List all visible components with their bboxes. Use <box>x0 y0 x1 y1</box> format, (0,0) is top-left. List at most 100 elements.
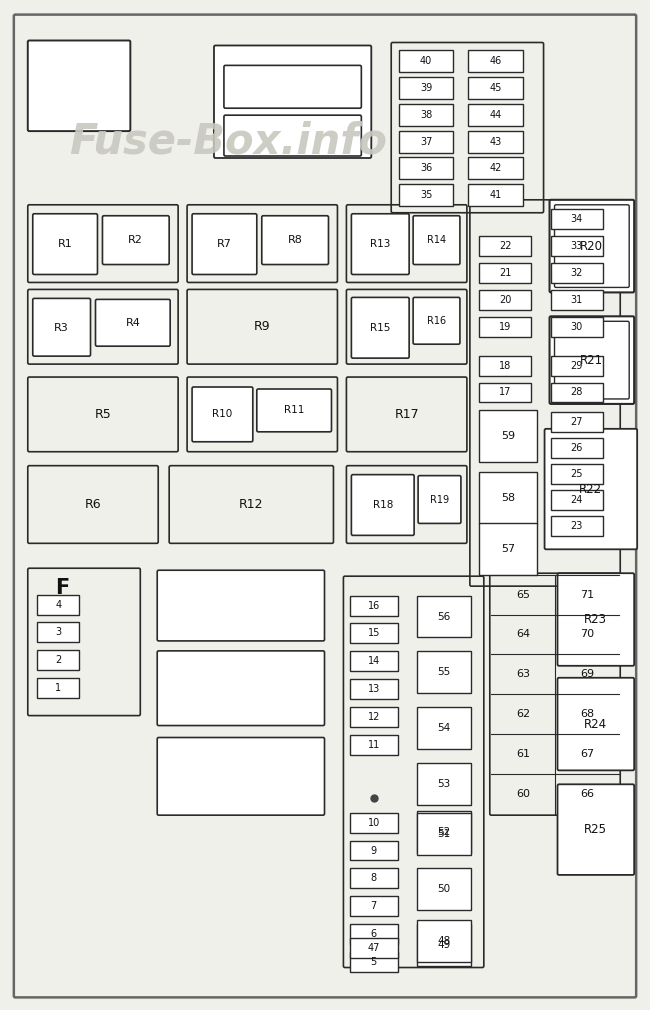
Text: R8: R8 <box>288 235 302 245</box>
Text: R7: R7 <box>217 239 232 249</box>
Text: 39: 39 <box>420 83 432 93</box>
Bar <box>479 290 531 310</box>
Text: 4: 4 <box>55 600 61 610</box>
FancyBboxPatch shape <box>32 214 98 275</box>
Bar <box>469 49 523 72</box>
Text: 34: 34 <box>571 214 583 224</box>
Bar <box>350 840 398 861</box>
Bar <box>398 158 454 180</box>
FancyBboxPatch shape <box>352 214 409 275</box>
Text: 25: 25 <box>571 469 583 479</box>
Text: 26: 26 <box>571 443 583 453</box>
Bar <box>350 651 398 672</box>
Text: 15: 15 <box>368 628 380 638</box>
Bar <box>479 236 531 257</box>
Text: 70: 70 <box>580 629 594 639</box>
Text: 29: 29 <box>571 361 583 371</box>
Text: R20: R20 <box>580 239 603 252</box>
Text: 38: 38 <box>420 110 432 119</box>
Text: 49: 49 <box>437 940 450 950</box>
Bar <box>350 813 398 832</box>
FancyBboxPatch shape <box>224 115 361 156</box>
Bar <box>551 236 603 257</box>
Bar <box>350 896 398 916</box>
Text: 71: 71 <box>580 590 594 600</box>
FancyBboxPatch shape <box>558 678 634 771</box>
Text: R15: R15 <box>370 323 390 332</box>
Bar <box>551 290 603 310</box>
Bar <box>417 651 471 693</box>
Text: 68: 68 <box>580 709 594 719</box>
Text: R4: R4 <box>125 318 140 328</box>
Bar <box>398 130 454 153</box>
Text: R22: R22 <box>579 483 603 496</box>
Bar <box>350 596 398 615</box>
Bar <box>551 465 603 484</box>
Text: F: F <box>55 578 70 598</box>
FancyBboxPatch shape <box>352 297 409 359</box>
Bar <box>398 185 454 206</box>
Text: 50: 50 <box>437 885 450 894</box>
Text: R3: R3 <box>54 323 68 332</box>
Bar <box>479 383 531 402</box>
Bar <box>417 869 471 910</box>
Bar <box>479 356 531 376</box>
Text: R25: R25 <box>584 823 607 836</box>
FancyBboxPatch shape <box>224 66 361 108</box>
Bar <box>469 158 523 180</box>
Text: 23: 23 <box>571 521 583 531</box>
Bar <box>350 869 398 889</box>
FancyBboxPatch shape <box>558 574 634 666</box>
Text: 63: 63 <box>516 670 530 680</box>
Text: R18: R18 <box>372 500 393 510</box>
Text: R10: R10 <box>213 409 233 419</box>
Text: 6: 6 <box>370 929 377 939</box>
Text: 45: 45 <box>489 83 502 93</box>
Bar <box>551 516 603 536</box>
FancyBboxPatch shape <box>28 40 131 131</box>
FancyBboxPatch shape <box>554 321 629 399</box>
Bar <box>551 490 603 510</box>
Text: 59: 59 <box>501 431 515 441</box>
Text: 18: 18 <box>499 361 512 371</box>
FancyBboxPatch shape <box>192 214 257 275</box>
Text: R6: R6 <box>84 499 101 511</box>
FancyBboxPatch shape <box>558 785 634 875</box>
Text: 41: 41 <box>489 190 502 200</box>
Text: R19: R19 <box>430 495 449 505</box>
Text: R24: R24 <box>584 717 607 730</box>
FancyBboxPatch shape <box>96 299 170 346</box>
Text: 46: 46 <box>489 56 502 66</box>
Text: 65: 65 <box>516 590 530 600</box>
Text: 52: 52 <box>437 826 450 836</box>
Text: 43: 43 <box>489 136 502 146</box>
Bar <box>551 438 603 459</box>
Text: 16: 16 <box>368 601 380 611</box>
Text: 24: 24 <box>571 495 583 505</box>
Bar <box>37 679 79 698</box>
Bar <box>398 77 454 99</box>
FancyBboxPatch shape <box>545 429 637 549</box>
FancyBboxPatch shape <box>262 216 328 265</box>
Text: 44: 44 <box>489 110 502 119</box>
Text: 30: 30 <box>571 322 583 331</box>
Bar <box>350 952 398 972</box>
Text: 32: 32 <box>571 268 583 278</box>
Text: 61: 61 <box>516 749 530 759</box>
Bar <box>398 104 454 125</box>
Text: R9: R9 <box>254 320 270 333</box>
Bar <box>350 707 398 727</box>
FancyBboxPatch shape <box>418 476 461 523</box>
Text: 31: 31 <box>571 295 583 305</box>
Bar <box>37 595 79 614</box>
FancyBboxPatch shape <box>14 14 636 998</box>
Text: 20: 20 <box>499 295 512 305</box>
Text: 57: 57 <box>501 543 515 553</box>
Text: R11: R11 <box>284 405 304 415</box>
Text: 1: 1 <box>55 683 61 693</box>
Text: 40: 40 <box>420 56 432 66</box>
FancyBboxPatch shape <box>214 45 371 158</box>
Bar <box>350 735 398 754</box>
FancyBboxPatch shape <box>157 737 324 815</box>
Bar <box>417 707 471 749</box>
